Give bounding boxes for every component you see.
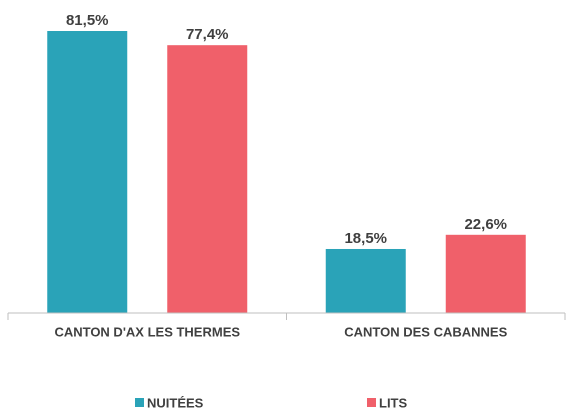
data-label: 18,5% [344, 230, 387, 247]
x-tick-label: CANTON DES CABANNES [344, 324, 507, 339]
legend-swatch [135, 398, 144, 407]
x-tick-label: CANTON D'AX LES THERMES [54, 324, 240, 339]
data-label: 77,4% [186, 26, 229, 43]
legend-label: NUITÉES [147, 395, 204, 410]
data-label: 22,6% [464, 216, 507, 233]
legend-label: LITS [379, 395, 407, 410]
bar [325, 248, 406, 313]
bar [445, 234, 526, 313]
legend-swatch [367, 398, 376, 407]
bar [167, 45, 248, 314]
data-label: 81,5% [66, 12, 109, 29]
bar [47, 31, 128, 313]
